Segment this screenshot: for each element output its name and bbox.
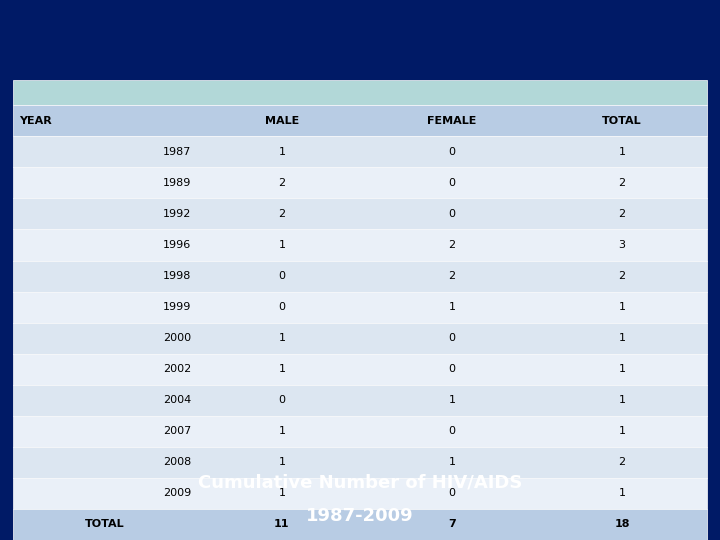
Text: 2002: 2002 [163, 364, 191, 374]
Text: 0: 0 [449, 333, 456, 343]
Text: MALE: MALE [265, 116, 299, 126]
Text: 1: 1 [449, 457, 456, 467]
Text: 0: 0 [449, 209, 456, 219]
Text: 3: 3 [618, 240, 626, 250]
FancyBboxPatch shape [13, 478, 707, 509]
Text: 1987: 1987 [163, 147, 191, 157]
Text: 1989: 1989 [163, 178, 191, 188]
Text: 1: 1 [279, 240, 285, 250]
Text: 0: 0 [449, 426, 456, 436]
Text: 1: 1 [279, 333, 285, 343]
FancyBboxPatch shape [13, 105, 707, 136]
FancyBboxPatch shape [13, 136, 707, 167]
Text: 1: 1 [449, 395, 456, 405]
Text: 2: 2 [618, 457, 626, 467]
Text: 1: 1 [279, 147, 285, 157]
Text: 18: 18 [614, 519, 630, 530]
Text: FEMALE: FEMALE [427, 116, 477, 126]
Text: 1999: 1999 [163, 302, 191, 312]
Text: 2007: 2007 [163, 426, 191, 436]
Text: 2008: 2008 [163, 457, 191, 467]
FancyBboxPatch shape [13, 354, 707, 384]
Text: 1998: 1998 [163, 271, 191, 281]
Text: 2: 2 [449, 240, 456, 250]
Text: 1: 1 [618, 364, 626, 374]
FancyBboxPatch shape [13, 322, 707, 354]
Text: 0: 0 [279, 302, 285, 312]
Text: YEAR: YEAR [19, 116, 51, 126]
FancyBboxPatch shape [13, 384, 707, 416]
FancyBboxPatch shape [13, 167, 707, 198]
Text: 0: 0 [449, 147, 456, 157]
Text: 2: 2 [618, 209, 626, 219]
Text: 1: 1 [618, 488, 626, 498]
Text: 1: 1 [279, 364, 285, 374]
Text: 7: 7 [448, 519, 456, 530]
Text: 1: 1 [618, 426, 626, 436]
Text: 0: 0 [279, 271, 285, 281]
Text: 0: 0 [449, 178, 456, 188]
FancyBboxPatch shape [13, 230, 707, 260]
Text: 1996: 1996 [163, 240, 191, 250]
Text: 1: 1 [618, 302, 626, 312]
Text: 1: 1 [618, 333, 626, 343]
Text: 11: 11 [274, 519, 289, 530]
Text: 2: 2 [618, 271, 626, 281]
Text: 1992: 1992 [163, 209, 191, 219]
Text: 1: 1 [279, 488, 285, 498]
FancyBboxPatch shape [13, 292, 707, 322]
Text: 2004: 2004 [163, 395, 191, 405]
Text: 2009: 2009 [163, 488, 191, 498]
FancyBboxPatch shape [13, 260, 707, 292]
FancyBboxPatch shape [13, 416, 707, 447]
Text: 0: 0 [279, 395, 285, 405]
Text: TOTAL: TOTAL [602, 116, 642, 126]
Text: 1: 1 [449, 302, 456, 312]
Text: 0: 0 [449, 488, 456, 498]
Text: 1: 1 [618, 395, 626, 405]
Text: 2: 2 [618, 178, 626, 188]
Text: 2: 2 [449, 271, 456, 281]
FancyBboxPatch shape [13, 198, 707, 230]
Text: 1: 1 [618, 147, 626, 157]
Text: 1: 1 [279, 426, 285, 436]
FancyBboxPatch shape [13, 80, 707, 105]
FancyBboxPatch shape [13, 447, 707, 478]
Text: 1987-2009: 1987-2009 [306, 507, 414, 525]
Text: 2: 2 [279, 209, 285, 219]
FancyBboxPatch shape [13, 509, 707, 540]
Text: TOTAL: TOTAL [85, 519, 125, 530]
Text: 1: 1 [279, 457, 285, 467]
Text: 2: 2 [279, 178, 285, 188]
Text: Cumulative Number of HIV/AIDS: Cumulative Number of HIV/AIDS [198, 474, 522, 491]
Text: 2000: 2000 [163, 333, 191, 343]
Text: 0: 0 [449, 364, 456, 374]
